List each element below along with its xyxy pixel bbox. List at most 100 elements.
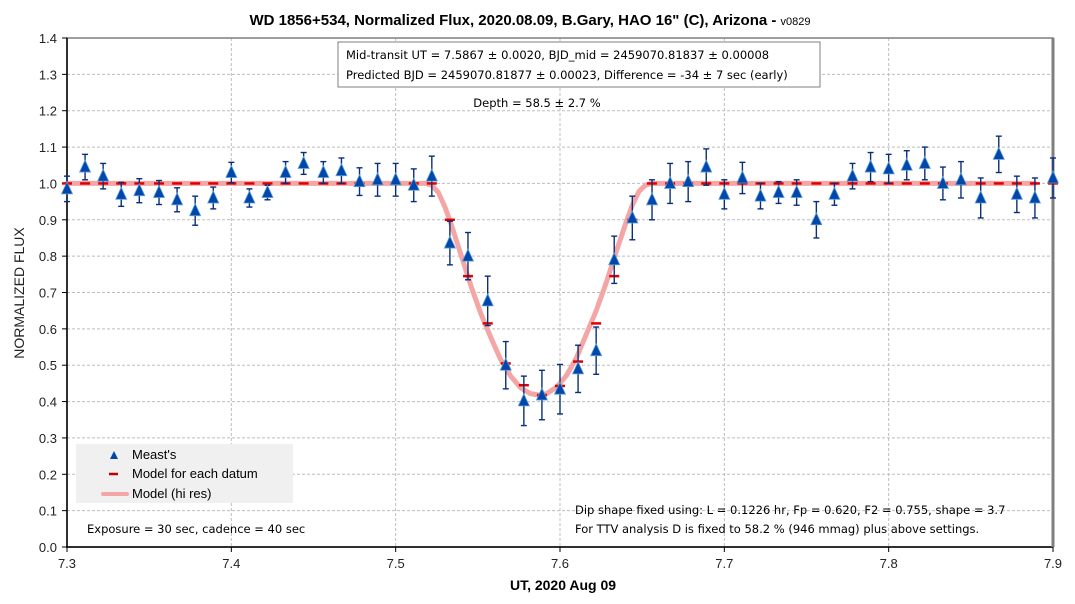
depth-annotation: Depth = 58.5 ± 2.7 % xyxy=(473,96,600,110)
y-tick-label: 0.8 xyxy=(39,249,57,264)
x-tick-label: 7.8 xyxy=(880,556,898,571)
y-tick-label: 1.2 xyxy=(39,104,57,119)
y-tick-label: 0.7 xyxy=(39,286,57,301)
legend-label-model-hires: Model (hi res) xyxy=(132,486,211,501)
x-tick-label: 7.3 xyxy=(58,556,76,571)
y-tick-label: 1.4 xyxy=(39,31,57,46)
data-point xyxy=(954,160,968,199)
data-point xyxy=(225,161,238,184)
y-ticks: 0.0 0.1 0.2 0.3 0.4 0.5 0.6 0.7 0.8 0.9 1.0 1.1 1.2 1… xyxy=(39,31,67,555)
triangle-marker xyxy=(790,184,803,198)
data-point xyxy=(590,326,603,376)
y-tick-label: 0.1 xyxy=(39,504,57,519)
triangle-marker xyxy=(461,248,475,262)
data-point xyxy=(60,175,74,203)
triangle-marker xyxy=(517,392,530,407)
triangle-marker xyxy=(936,175,950,189)
triangle-marker xyxy=(663,175,677,189)
y-tick-label: 0.3 xyxy=(39,431,57,446)
triangle-marker xyxy=(918,155,931,169)
legend-label-meas: Meast's xyxy=(132,447,177,462)
data-point xyxy=(371,162,384,197)
dip-shape-line1: Dip shape fixed using: L = 0.1226 hr, Fp… xyxy=(575,503,1005,517)
triangle-marker xyxy=(225,164,238,178)
data-point xyxy=(207,186,220,210)
y-axis-label: NORMALIZED FLUX xyxy=(11,227,27,359)
data-point xyxy=(353,167,366,197)
triangle-marker xyxy=(700,159,713,173)
data-point xyxy=(425,155,438,197)
triangle-marker xyxy=(900,157,913,171)
triangle-marker xyxy=(864,159,877,173)
chart-version: v0829 xyxy=(781,16,811,28)
triangle-marker xyxy=(78,159,92,173)
data-point xyxy=(279,160,292,185)
data-point xyxy=(78,153,92,181)
triangle-marker xyxy=(97,168,110,182)
y-tick-label: 0.0 xyxy=(39,540,57,555)
data-point xyxy=(389,162,402,197)
triangle-marker xyxy=(353,173,366,188)
y-tick-label: 1.0 xyxy=(39,176,57,191)
triangle-marker xyxy=(992,146,1005,160)
x-ticks: 7.3 7.4 7.5 7.6 7.7 7.8 7.9 xyxy=(58,547,1062,571)
data-point xyxy=(864,151,877,183)
triangle-marker xyxy=(608,251,621,266)
data-point xyxy=(682,160,695,203)
legend-label-model-datum: Model for each datum xyxy=(132,466,258,481)
data-point xyxy=(626,195,639,241)
data-point xyxy=(1028,177,1042,219)
triangle-marker xyxy=(499,357,512,371)
triangle-marker xyxy=(407,177,420,191)
triangle-marker xyxy=(882,160,895,175)
data-point xyxy=(936,166,950,201)
x-tick-label: 7.6 xyxy=(551,556,569,571)
data-point xyxy=(407,168,420,203)
y-tick-label: 0.9 xyxy=(39,213,57,228)
triangle-marker xyxy=(772,184,785,198)
data-point xyxy=(461,231,475,281)
data-point xyxy=(828,182,841,206)
triangle-marker xyxy=(590,342,603,357)
data-point xyxy=(243,188,256,208)
data-point xyxy=(1046,157,1060,199)
data-point xyxy=(608,235,621,285)
triangle-marker xyxy=(626,210,639,224)
triangle-marker xyxy=(535,387,549,401)
y-tick-label: 1.3 xyxy=(39,67,57,82)
triangle-marker xyxy=(152,184,166,198)
triangle-marker xyxy=(189,202,202,217)
triangle-marker xyxy=(133,182,146,197)
triangle-marker xyxy=(261,184,274,198)
data-point xyxy=(553,363,567,415)
data-point xyxy=(97,162,110,190)
data-point xyxy=(152,179,166,206)
y-tick-label: 1.1 xyxy=(39,140,57,155)
data-point xyxy=(790,179,803,206)
y-tick-label: 0.6 xyxy=(39,322,57,337)
data-point xyxy=(443,220,457,266)
triangle-marker xyxy=(317,164,330,178)
triangle-marker xyxy=(371,171,384,186)
triangle-marker xyxy=(115,186,128,200)
triangle-marker xyxy=(1028,190,1042,204)
data-point xyxy=(481,275,494,327)
data-point xyxy=(718,179,731,210)
measurements-layer xyxy=(60,135,1060,427)
transit-info-box xyxy=(337,41,821,88)
data-point xyxy=(882,153,895,185)
triangle-marker xyxy=(974,190,987,204)
triangle-marker xyxy=(481,292,494,307)
data-point xyxy=(974,177,987,219)
triangle-marker xyxy=(60,180,74,195)
data-point xyxy=(535,369,549,421)
triangle-marker xyxy=(425,168,438,182)
data-point xyxy=(189,195,202,226)
legend: Meast's Model for each datum Model (hi r… xyxy=(76,444,293,503)
data-point xyxy=(918,146,931,181)
triangle-marker xyxy=(828,186,841,200)
x-tick-label: 7.4 xyxy=(222,556,240,571)
data-point xyxy=(297,151,310,176)
